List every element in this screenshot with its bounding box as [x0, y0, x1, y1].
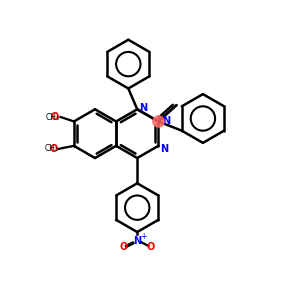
Text: N: N — [140, 103, 148, 113]
Text: +: + — [140, 232, 146, 241]
Text: N: N — [133, 236, 141, 246]
Text: N: N — [162, 116, 170, 127]
Text: O: O — [146, 242, 155, 252]
Text: O: O — [120, 242, 128, 252]
Text: O: O — [49, 144, 58, 154]
Text: N: N — [160, 144, 168, 154]
Text: CH₃: CH₃ — [46, 112, 60, 122]
Text: CH₃: CH₃ — [44, 144, 58, 153]
Text: O: O — [51, 112, 59, 122]
